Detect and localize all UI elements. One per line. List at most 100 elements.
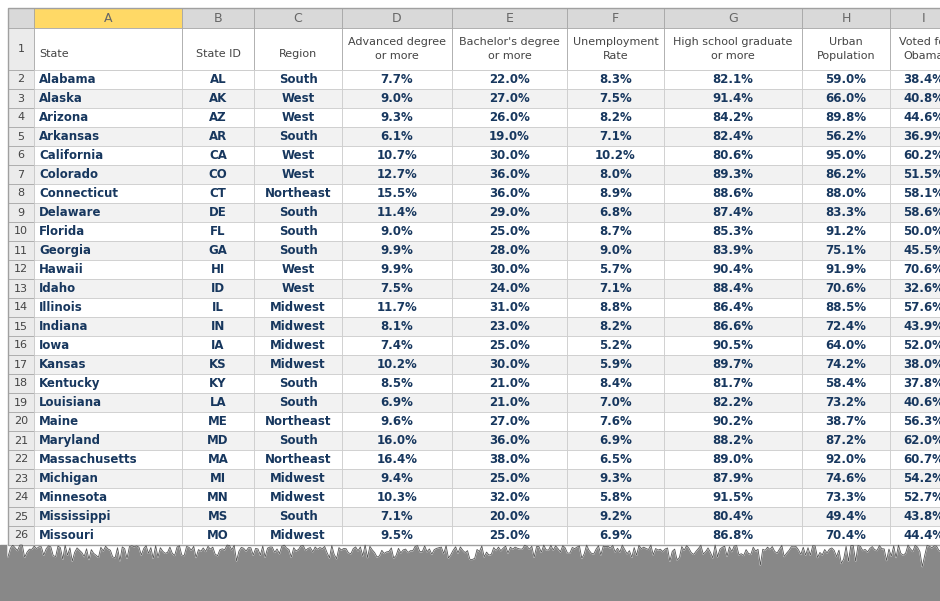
Bar [452, 298, 567, 317]
Bar [254, 184, 342, 203]
Text: Obama: Obama [904, 51, 940, 61]
Bar [254, 374, 342, 393]
Bar [567, 146, 664, 165]
Text: Hawaii: Hawaii [39, 263, 84, 276]
Text: 9.5%: 9.5% [381, 529, 414, 542]
Text: 21.0%: 21.0% [489, 396, 530, 409]
Text: D: D [392, 11, 401, 25]
Text: MS: MS [208, 510, 228, 523]
Bar [8, 203, 34, 222]
Bar [890, 127, 940, 146]
Bar [567, 279, 664, 298]
Bar [567, 431, 664, 450]
Bar [182, 374, 254, 393]
Bar [802, 260, 890, 279]
Bar [8, 165, 34, 184]
Bar [802, 336, 890, 355]
Text: Rate: Rate [603, 51, 628, 61]
Bar [34, 374, 182, 393]
Bar [182, 184, 254, 203]
Text: 8.3%: 8.3% [599, 73, 632, 86]
Bar [8, 469, 34, 488]
Bar [342, 184, 452, 203]
Text: C: C [293, 11, 303, 25]
Bar [890, 355, 940, 374]
Text: Midwest: Midwest [270, 320, 326, 333]
Text: 8.2%: 8.2% [599, 320, 632, 333]
Text: 91.2%: 91.2% [825, 225, 867, 238]
Bar [34, 298, 182, 317]
Text: 2: 2 [18, 75, 24, 85]
Text: 80.4%: 80.4% [713, 510, 754, 523]
Text: 89.0%: 89.0% [713, 453, 754, 466]
Bar [34, 279, 182, 298]
Text: 16.4%: 16.4% [377, 453, 417, 466]
Text: 86.6%: 86.6% [713, 320, 754, 333]
Text: West: West [281, 111, 315, 124]
Text: LA: LA [210, 396, 227, 409]
Bar [254, 279, 342, 298]
Bar [452, 507, 567, 526]
Bar [664, 469, 802, 488]
Bar [342, 526, 452, 545]
Bar [8, 431, 34, 450]
Bar [182, 507, 254, 526]
Bar [342, 203, 452, 222]
Text: A: A [103, 11, 112, 25]
Bar [8, 260, 34, 279]
Text: MI: MI [210, 472, 226, 485]
Text: AZ: AZ [210, 111, 227, 124]
Bar [452, 70, 567, 89]
Bar [802, 8, 890, 28]
Text: 43.8%: 43.8% [903, 510, 940, 523]
Bar [452, 488, 567, 507]
Bar [254, 108, 342, 127]
Bar [452, 8, 567, 28]
Text: Population: Population [817, 51, 875, 61]
Text: 85.3%: 85.3% [713, 225, 754, 238]
Bar [254, 127, 342, 146]
Text: Georgia: Georgia [39, 244, 91, 257]
Bar [664, 28, 802, 70]
Bar [254, 317, 342, 336]
Bar [452, 469, 567, 488]
Bar [8, 336, 34, 355]
Text: 88.4%: 88.4% [713, 282, 754, 295]
Text: 52.7%: 52.7% [903, 491, 940, 504]
Text: 89.3%: 89.3% [713, 168, 754, 181]
Bar [342, 260, 452, 279]
Bar [34, 70, 182, 89]
Bar [254, 203, 342, 222]
Bar [8, 108, 34, 127]
Bar [182, 127, 254, 146]
Text: 8.5%: 8.5% [381, 377, 414, 390]
Bar [802, 127, 890, 146]
Bar [567, 298, 664, 317]
Text: 88.5%: 88.5% [825, 301, 867, 314]
Bar [182, 317, 254, 336]
Bar [890, 336, 940, 355]
Text: 82.2%: 82.2% [713, 396, 754, 409]
Bar [890, 298, 940, 317]
Text: 29.0%: 29.0% [489, 206, 530, 219]
Bar [182, 89, 254, 108]
Bar [664, 488, 802, 507]
Text: 90.5%: 90.5% [713, 339, 754, 352]
Text: 57.6%: 57.6% [903, 301, 940, 314]
Text: MD: MD [207, 434, 228, 447]
Bar [254, 241, 342, 260]
Text: West: West [281, 263, 315, 276]
Bar [802, 317, 890, 336]
Bar [34, 241, 182, 260]
Bar [34, 393, 182, 412]
Text: 20.0%: 20.0% [489, 510, 530, 523]
Bar [664, 146, 802, 165]
Text: 88.0%: 88.0% [825, 187, 867, 200]
Text: FL: FL [211, 225, 226, 238]
Text: IA: IA [212, 339, 225, 352]
Text: 8.9%: 8.9% [599, 187, 632, 200]
Text: 21: 21 [14, 436, 28, 445]
Bar [254, 222, 342, 241]
Text: 7.5%: 7.5% [381, 282, 414, 295]
Bar [342, 108, 452, 127]
